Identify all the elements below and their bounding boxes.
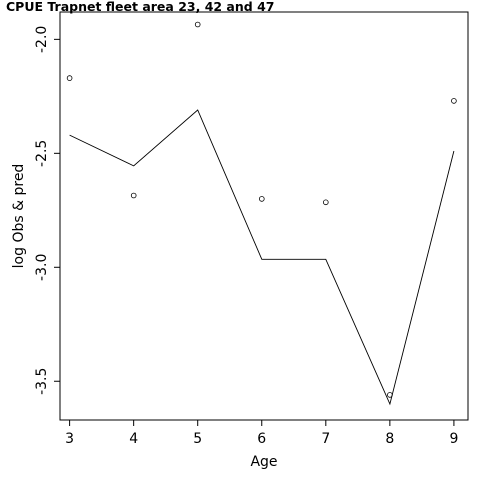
x-axis-label: Age: [250, 454, 277, 470]
observed-point: [387, 392, 393, 398]
observed-point: [66, 75, 73, 81]
y-tick-label: -2.5: [34, 140, 50, 167]
x-tick-label: 9: [449, 431, 458, 447]
x-axis: 3 4 5 6 7 8 9: [65, 419, 458, 447]
observed-series-points: [66, 21, 457, 398]
y-axis-label: log Obs & pred: [11, 164, 27, 269]
chart-title: CPUE Trapnet fleet area 23, 42 and 47: [6, 0, 274, 14]
x-tick-label: 8: [385, 431, 394, 447]
observed-point: [130, 192, 137, 199]
x-tick-label: 4: [129, 431, 138, 447]
y-tick-label: -2.0: [34, 26, 50, 53]
y-axis: -2.0 -2.5 -3.0 -3.5: [34, 26, 61, 395]
y-tick-label: -3.0: [34, 254, 50, 281]
plot-frame: [59, 11, 469, 421]
x-tick-label: 7: [321, 431, 330, 447]
observed-point: [451, 98, 457, 104]
observed-point: [194, 21, 201, 28]
x-tick-label: 6: [257, 431, 266, 447]
predicted-series-line: [69, 109, 455, 406]
observed-point: [258, 196, 265, 202]
x-tick-label: 5: [193, 431, 202, 447]
x-tick-label: 3: [65, 431, 74, 447]
observed-point: [322, 199, 329, 206]
y-tick-label: -3.5: [34, 368, 50, 395]
